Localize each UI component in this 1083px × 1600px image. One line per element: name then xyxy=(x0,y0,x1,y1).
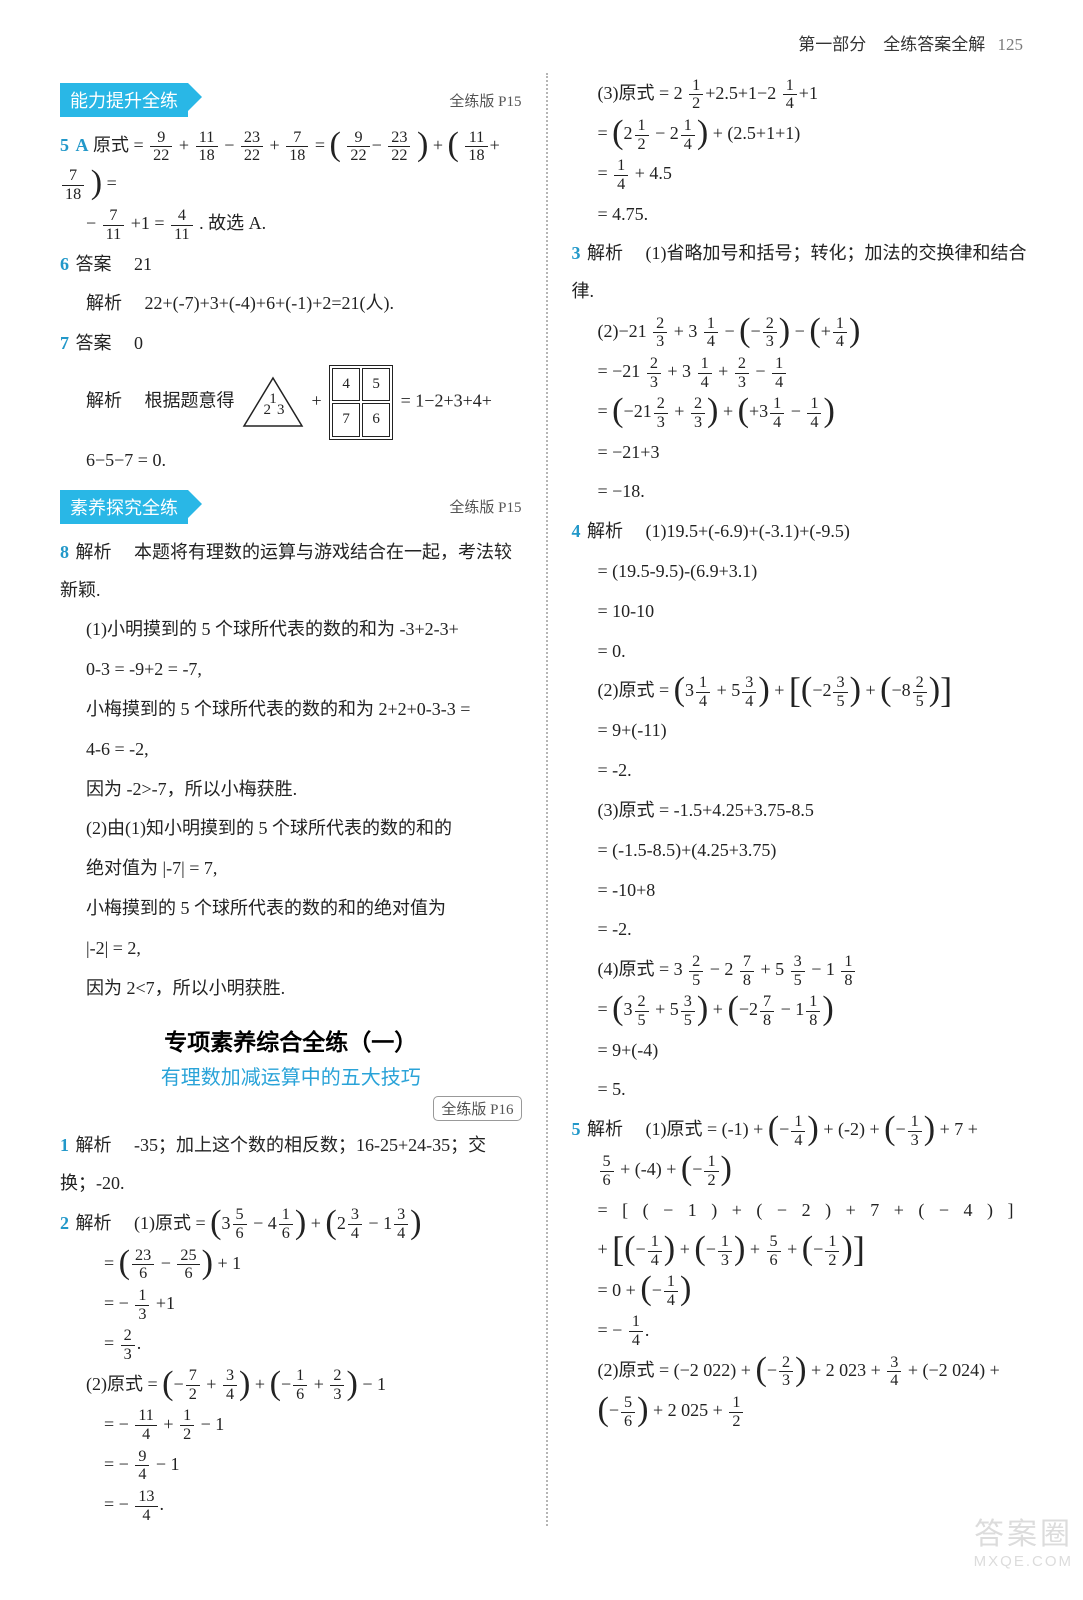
watermark: 答案圈 MXQE.COM xyxy=(974,1509,1073,1570)
r5-p2: (2)原式 = (−2 022) + (−23) + 2 023 + 34 + … xyxy=(572,1352,1034,1390)
r4-s1: = (19.5-9.5)-(6.9+3.1) xyxy=(572,553,1034,591)
column-divider xyxy=(546,73,548,1526)
r5-p1b: 56 + (-4) + (−12) xyxy=(572,1151,1034,1189)
r4-p2: (2)原式 = (314 + 534) + [(−235) + (−825)] xyxy=(572,672,1034,710)
r4-s4: = 9+(-11) xyxy=(572,712,1034,750)
r2-s3: = 23. xyxy=(60,1325,522,1363)
r2: 2 解析 (1)原式 = (356 − 416) + (234 − 134) xyxy=(60,1205,522,1243)
q5: 5 A 原式 = 922 + 1118 − 2322 + 718 = ( 922… xyxy=(60,127,522,203)
section-2-ref: 全练版 P15 xyxy=(449,496,521,517)
r4-p3: (3)原式 = -1.5+4.25+3.75-8.5 xyxy=(572,792,1034,830)
q8-p4: 因为 -2>-7，所以小梅获胜. xyxy=(60,771,522,809)
r2-s6: = − 134. xyxy=(60,1486,522,1524)
r3-p2: (2)−21 23 + 3 14 − (−23) − (+14) xyxy=(572,313,1034,351)
r2-s5: = − 94 − 1 xyxy=(60,1446,522,1484)
r5-s3: = 0 + (−14) xyxy=(572,1272,1034,1310)
q8-p3b: 4-6 = -2, xyxy=(60,731,522,769)
r4-s9: = (325 + 535) + (−278 − 118) xyxy=(572,991,1034,1029)
left-column: 能力提升全练 全练版 P15 5 A 原式 = 922 + 1118 − 232… xyxy=(60,73,522,1526)
r5-p2b: (−56) + 2 025 + 12 xyxy=(572,1392,1034,1430)
r4-p4: (4)原式 = 3 25 − 2 78 + 5 35 − 1 18 xyxy=(572,951,1034,989)
r1: 1 解析 -35；加上这个数的相反数；16-25+24-35；交换；-20. xyxy=(60,1127,522,1203)
q8-p6a: 小梅摸到的 5 个球所代表的数的和的绝对值为 xyxy=(60,890,522,928)
r2-s1: = (236 − 256) + 1 xyxy=(60,1245,522,1283)
r5-s1: = [ ( − 1 ) + ( − 2 ) + 7 + ( − 4 ) ] xyxy=(572,1192,1034,1230)
r4-s8: = -2. xyxy=(572,911,1034,949)
section-1-header: 能力提升全练 全练版 P15 xyxy=(60,83,522,117)
r4-s6: = (-1.5-8.5)+(4.25+3.75) xyxy=(572,832,1034,870)
q7-expl: 解析 根据题意得 1 23 + 45 76 = 1−2+3+4+ xyxy=(60,365,522,440)
r4-s11: = 5. xyxy=(572,1071,1034,1109)
q8: 8 解析 本题将有理数的运算与游戏结合在一起，考法较新颖. xyxy=(60,534,522,610)
square-2x2-icon: 45 76 xyxy=(329,365,393,440)
r2-s2: = − 13 +1 xyxy=(60,1285,522,1323)
r3: 3 解析 (1)省略加号和括号；转化；加法的交换律和结合律. xyxy=(572,235,1034,311)
r4: 4 解析 (1)19.5+(-6.9)+(-3.1)+(-9.5) xyxy=(572,513,1034,551)
r2c-s1: = (212 − 214) + (2.5+1+1) xyxy=(572,115,1034,153)
q5-num: 5 xyxy=(60,135,69,155)
r4-s7: = -10+8 xyxy=(572,872,1034,910)
section-1-ref: 全练版 P15 xyxy=(449,90,521,111)
r5-s2: + [(−14) + (−13) + 56 + (−12)] xyxy=(572,1231,1034,1269)
page-header: 第一部分 全练答案全解 125 xyxy=(60,30,1033,55)
q6: 6 答案 21 xyxy=(60,246,522,284)
section-1-tab: 能力提升全练 xyxy=(60,83,188,117)
title-big: 专项素养综合全练（一） xyxy=(60,1023,522,1057)
r3-s4: = −18. xyxy=(572,473,1034,511)
q5-text: 原式 = 922 + 1118 − 2322 + 718 = ( 922− 23… xyxy=(60,135,500,193)
triangle-icon: 1 23 xyxy=(242,376,304,428)
q8-p2b: 0-3 = -9+2 = -7, xyxy=(60,651,522,689)
r5: 5 解析 (1)原式 = (-1) + (−14) + (-2) + (−13)… xyxy=(572,1111,1034,1149)
r2c-p3: (3)原式 = 2 12+2.5+1−2 14+1 xyxy=(572,75,1034,113)
r4-s5: = -2. xyxy=(572,752,1034,790)
section-2-header: 素养探究全练 全练版 P15 xyxy=(60,490,522,524)
header-text: 第一部分 全练答案全解 xyxy=(798,35,985,54)
r3-s3: = −21+3 xyxy=(572,434,1034,472)
q7: 7 答案 0 xyxy=(60,325,522,363)
q8-p5b: 绝对值为 |-7| = 7, xyxy=(60,850,522,888)
q5-choice: A xyxy=(76,135,89,155)
q5-line2: − 711 +1 = 411 . 故选 A. xyxy=(60,205,522,243)
r4-s3: = 0. xyxy=(572,633,1034,671)
watermark-small: MXQE.COM xyxy=(974,1553,1073,1570)
r4-s2: = 10-10 xyxy=(572,593,1034,631)
r2-p2: (2)原式 = (−72 + 34) + (−16 + 23) − 1 xyxy=(60,1366,522,1404)
q8-p3a: 小梅摸到的 5 个球所代表的数的和为 2+2+0-3-3 = xyxy=(60,691,522,729)
watermark-big: 答案圈 xyxy=(974,1509,1073,1553)
section-2-tab: 素养探究全练 xyxy=(60,490,188,524)
r2c-s2: = 14 + 4.5 xyxy=(572,155,1034,193)
q8-p2a: (1)小明摸到的 5 个球所代表的数的和为 -3+2-3+ xyxy=(60,611,522,649)
q8-p6b: |-2| = 2, xyxy=(60,930,522,968)
r2-s4: = − 114 + 12 − 1 xyxy=(60,1406,522,1444)
frac-9-22: 922 xyxy=(150,129,172,166)
title-sub: 有理数加减运算中的五大技巧 xyxy=(60,1061,522,1090)
right-column: (3)原式 = 2 12+2.5+1−2 14+1 = (212 − 214) … xyxy=(572,73,1034,1526)
q8-p7: 因为 2<7，所以小明获胜. xyxy=(60,970,522,1008)
q6-expl: 解析 22+(-7)+3+(-4)+6+(-1)+2=21(人). xyxy=(60,285,522,323)
page-number: 125 xyxy=(998,35,1024,54)
r2c-s3: = 4.75. xyxy=(572,196,1034,234)
r3-s2: = (−2123 + 23) + (+314 − 14) xyxy=(572,393,1034,431)
r3-s1: = −21 23 + 3 14 + 23 − 14 xyxy=(572,353,1034,391)
title-ref: 全练版 P16 xyxy=(433,1096,521,1121)
r4-s10: = 9+(-4) xyxy=(572,1032,1034,1070)
q7-tail: 6−5−7 = 0. xyxy=(60,442,522,480)
q8-p5a: (2)由(1)知小明摸到的 5 个球所代表的数的和的 xyxy=(60,810,522,848)
r5-s4: = − 14. xyxy=(572,1312,1034,1350)
